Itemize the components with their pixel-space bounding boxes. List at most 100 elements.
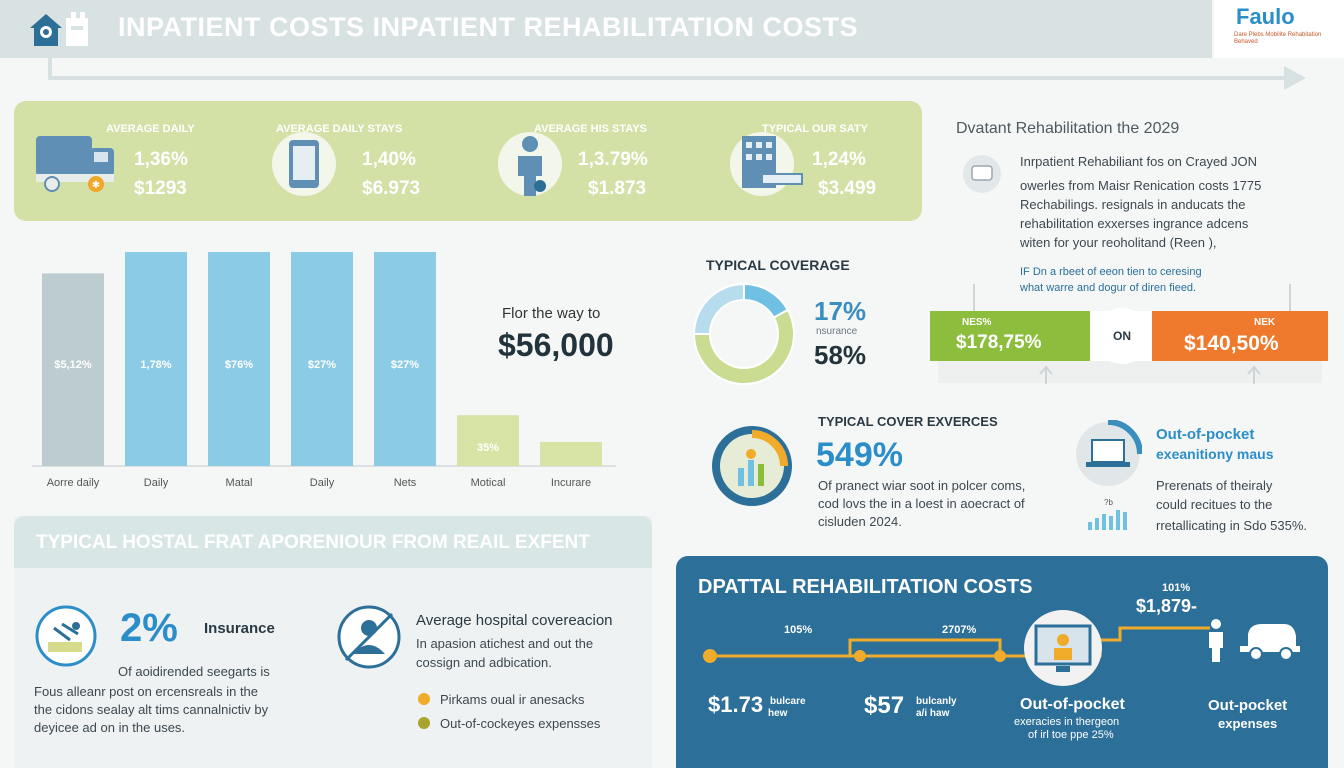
x-tick-label: Motical (471, 477, 506, 489)
compare-left-value: $178,75% (956, 332, 1042, 353)
stat-percent: 1,3.79% (578, 149, 648, 170)
big-stat-caption: Flor the way to (502, 305, 601, 322)
bottom-left-col2-line: In apasion atichest and out the (416, 636, 594, 651)
mini-bar-icon (1088, 510, 1127, 530)
right-text-line: owerles from Maisr Renication costs 1775 (1020, 178, 1262, 193)
legend-dot-icon (418, 693, 430, 705)
bottom-left-title: TYPICAL HOSTAL FRAT APORENIOUR FROM REAI… (36, 532, 590, 553)
bottom-right-title: DPATTAL REHABILITATION COSTS (698, 576, 1033, 598)
right-note-line: IF Dn a rbeet of eeon tien to ceresing (1020, 266, 1202, 278)
bottom-left-line: Of aoidirended seegarts is (118, 664, 270, 679)
right-text-line: witen for your reoholitand (Reen ), (1020, 235, 1217, 250)
brand-subtitle: Dare Plebs Mobilite Rehabitation Behaved (1234, 32, 1322, 45)
bottom-left-line: the cidons sealay alt tims cannalnictiv … (34, 702, 269, 717)
compare-right (1152, 311, 1328, 361)
bottom-left-pct-label: Insurance (204, 620, 275, 637)
stat-label: AVERAGE DAILY (106, 123, 195, 135)
stat-percent: 1,24% (812, 149, 866, 170)
oop-line: could recitues to the (1156, 497, 1273, 512)
x-tick-label: Aorre daily (47, 477, 100, 489)
bar (457, 415, 519, 466)
stat-amount: $1.873 (588, 178, 647, 199)
stat-amount: $3.499 (818, 178, 877, 199)
cover-exp-line: cod lovs the in a loest in aoecract of (818, 496, 1025, 511)
legend-label: Out-of-cockeyes expensses (440, 716, 601, 731)
bottom-left-line: Fous alleanr post on ercensreals in the (34, 684, 259, 699)
bar (42, 273, 104, 466)
oop-title-line: exeanitiony maus (1156, 446, 1274, 462)
right-text-line: Rechabilings. resignals in anducats the (1020, 197, 1246, 212)
oop-line: Prerenats of theiraly (1156, 478, 1273, 493)
medical-tools-icon (35, 605, 97, 667)
laptop-icon (1076, 420, 1142, 486)
x-tick-label: Nets (394, 477, 417, 489)
page-title: INPATIENT COSTS INPATIENT REHABILITATION… (118, 12, 858, 42)
legend-dot-icon (418, 717, 430, 729)
stat-amount: $1293 (134, 178, 187, 199)
stat-label: AVERAGE DAILY STAYS (276, 123, 403, 135)
oop-title-line: Out-of-pocket (1156, 426, 1255, 443)
oop-small: ?b (1104, 498, 1113, 507)
bottom-left-header (14, 516, 652, 568)
hospital-building-icon (742, 136, 803, 188)
legend-label: Pirkams oual ir anesacks (440, 692, 585, 707)
person-car-icon (1209, 619, 1300, 662)
oop-line: rretallicating in Sdo 535%. (1156, 518, 1308, 533)
bar-data-label: $27% (391, 359, 419, 371)
coverage-pct-a: 17% (814, 296, 867, 326)
br-amt2-sub: bulcanly (916, 696, 957, 707)
ambulance-icon: ✱ (36, 136, 114, 192)
br-amt2-sub: a/i haw (916, 708, 950, 719)
bar (374, 252, 436, 466)
br-top-amount: $1,879- (1136, 596, 1198, 616)
bar-data-label: $76% (225, 359, 253, 371)
stat-percent: 1,36% (134, 149, 188, 170)
coverage-donut (692, 282, 795, 385)
br-oop2-title: Out-pocket (1208, 697, 1288, 714)
stat-label: AVERAGE HIS STAYS (534, 123, 647, 135)
cover-exp-line: cisluden 2024. (818, 514, 902, 529)
bar-data-label: 35% (477, 442, 499, 454)
compare-right-value: $140,50% (1184, 332, 1279, 355)
stat-amount: $6.973 (362, 178, 421, 199)
brand-logo: Faulo (1236, 4, 1295, 29)
compare-on-badge: ON (1094, 308, 1150, 364)
bar (125, 252, 187, 466)
cover-exp-value: 549% (816, 436, 903, 474)
compare-shadow (938, 361, 1322, 383)
coverage-pct-b: 58% (814, 340, 867, 370)
x-tick-label: Matal (226, 477, 253, 489)
bar-data-label: $5,12% (54, 359, 92, 371)
monitor-icon (1034, 624, 1092, 672)
bar-chart: $5,12% Aorre daily 1,78% Daily $76% Matal $27%… (32, 252, 616, 489)
chat-icon (963, 155, 1001, 193)
donut-slice-out-of-pocket (692, 308, 795, 385)
right-note-line: what warre and dogur of diren fieed. (1020, 282, 1197, 294)
bottom-left-line: deyicee ad on in the uses. (34, 720, 186, 735)
br-amt1-sub: hew (768, 708, 788, 719)
donut-slice-other (692, 282, 745, 335)
cover-exp-title: TYPICAL COVER EXVERCES (818, 414, 998, 429)
house-logo-icon (30, 12, 88, 46)
big-stat-value: $56,000 (498, 327, 614, 363)
compare-right-small: NEK (1254, 317, 1276, 328)
bottom-left-col2-title: Average hospital covereacion (416, 612, 613, 629)
coverage-pct-a-sub: nsurance (816, 326, 858, 337)
compare-left (930, 311, 1090, 361)
stat-percent: 1,40% (362, 149, 416, 170)
br-pct1: 105% (784, 624, 813, 636)
x-tick-label: Incurare (551, 477, 591, 489)
right-text-line: rehabilitation exxerses ingrance adcens (1020, 216, 1249, 231)
connector-arrows (973, 284, 1291, 312)
br-amt1-sub: bulcare (770, 696, 806, 707)
tablet-icon (289, 140, 319, 188)
right-section-title: Dvatant Rehabilitation the 2029 (956, 120, 1180, 137)
compare-left-small: NES% (962, 317, 992, 328)
brand-box (1214, 0, 1344, 58)
patient-icon (518, 136, 546, 196)
header-bar (0, 0, 1212, 58)
br-oop-sub: exeracies in thergeon (1014, 716, 1120, 728)
br-pct2: 2707% (942, 624, 977, 636)
x-tick-label: Daily (144, 477, 169, 489)
cover-exp-line: Of pranect wiar soot in polcer coms, (818, 478, 1026, 493)
